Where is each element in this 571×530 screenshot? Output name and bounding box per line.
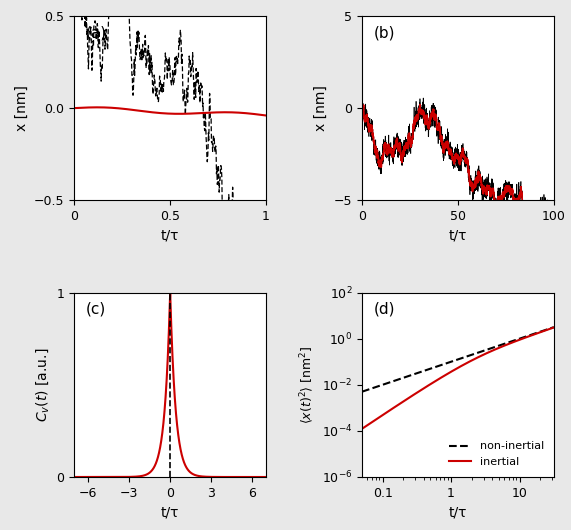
non-inertial [475, 349, 482, 356]
non-inertial [371, 385, 377, 391]
X-axis label: t/τ: t/τ [161, 505, 179, 519]
inertial [470, 356, 477, 363]
non-inertial [481, 347, 488, 354]
Y-axis label: x [nm]: x [nm] [314, 85, 328, 131]
Line: non-inertial: non-inertial [362, 327, 554, 392]
Text: (c): (c) [86, 302, 106, 317]
X-axis label: t/τ: t/τ [449, 505, 467, 519]
non-inertial [359, 388, 365, 395]
Legend: non-inertial, inertial: non-inertial, inertial [444, 437, 548, 472]
non-inertial [470, 351, 477, 357]
inertial [524, 334, 530, 340]
Y-axis label: x [nm]: x [nm] [14, 85, 29, 131]
non-inertial [504, 340, 511, 346]
non-inertial [524, 333, 530, 339]
inertial [359, 426, 365, 432]
inertial [481, 351, 488, 358]
Text: (a): (a) [86, 25, 107, 40]
inertial [475, 354, 482, 360]
Y-axis label: $\langle x(t)^2 \rangle$ [nm$^2$]: $\langle x(t)^2 \rangle$ [nm$^2$] [299, 346, 316, 424]
inertial [371, 418, 377, 424]
X-axis label: t/τ: t/τ [449, 228, 467, 243]
inertial [550, 324, 557, 331]
non-inertial [550, 324, 557, 330]
Y-axis label: $C_v(t)$ [a.u.]: $C_v(t)$ [a.u.] [34, 348, 51, 422]
Text: (d): (d) [373, 302, 395, 317]
Text: (b): (b) [373, 25, 395, 40]
X-axis label: t/τ: t/τ [161, 228, 179, 243]
inertial [504, 341, 511, 348]
Line: inertial: inertial [362, 328, 554, 429]
